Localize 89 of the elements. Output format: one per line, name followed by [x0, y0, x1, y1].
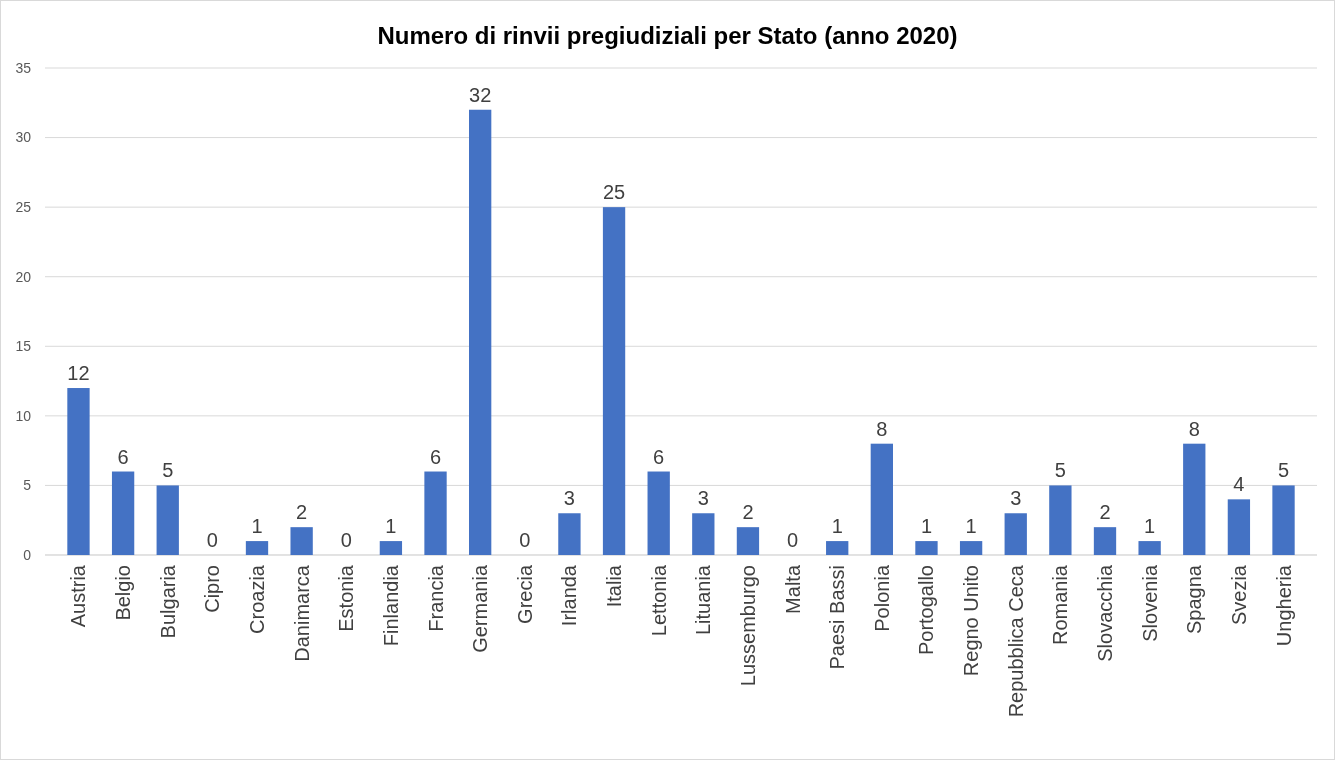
data-label: 2: [1099, 501, 1111, 524]
x-tick-label: Spagna: [1183, 564, 1206, 634]
x-tick-label: Estonia: [335, 564, 358, 632]
data-label: 3: [563, 487, 575, 510]
bar: [915, 541, 938, 555]
data-label: 0: [206, 529, 218, 551]
x-tick-label: Cipro: [201, 565, 224, 613]
y-tick-label: 30: [15, 129, 32, 146]
bar: [1138, 541, 1161, 555]
x-tick-label: Repubblica Ceca: [1004, 564, 1027, 718]
y-tick-label: 5: [23, 477, 32, 494]
bar: [379, 541, 403, 555]
data-label: 1: [251, 515, 263, 538]
x-tick-label: Regno Unito: [960, 565, 983, 677]
data-label: 5: [162, 459, 174, 482]
data-label: 8: [1188, 417, 1200, 440]
data-label: 6: [117, 445, 129, 468]
data-label: 25: [602, 181, 626, 204]
data-label: 32: [469, 83, 492, 106]
data-label: 3: [1010, 487, 1022, 510]
data-label: 1: [385, 515, 397, 538]
x-tick-label: Italia: [603, 564, 626, 608]
data-label: 5: [1054, 459, 1066, 482]
bar: [736, 527, 760, 555]
y-tick-label: 10: [15, 407, 32, 424]
y-tick-label: 20: [15, 268, 32, 285]
y-tick-label: 0: [23, 546, 32, 563]
x-tick-label: Svezia: [1227, 564, 1250, 626]
bar: [67, 388, 90, 555]
bar: [647, 471, 670, 555]
bar: [424, 471, 447, 555]
data-label: 1: [965, 515, 977, 538]
data-label: 1: [920, 515, 933, 538]
x-tick-label: Grecia: [513, 564, 536, 624]
x-tick-label: Polonia: [870, 564, 893, 632]
bar: [469, 109, 492, 555]
bar: [111, 471, 135, 555]
x-tick-label: Irlanda: [558, 564, 581, 627]
x-tick-label: Germania: [469, 564, 492, 653]
x-tick-label: Belgio: [112, 565, 135, 621]
bar: [245, 541, 269, 555]
bar: [959, 541, 983, 555]
chart-title: Numero di rinvii pregiudiziali per Stato (anno 2020): [377, 22, 958, 49]
x-tick-label: Lussemburgo: [736, 565, 759, 687]
x-tick-label: Austria: [67, 564, 90, 628]
data-label: 2: [742, 501, 754, 524]
bar: [1093, 527, 1117, 555]
bar: [558, 513, 581, 555]
x-tick-label: Slovenia: [1138, 564, 1161, 642]
bar: [602, 207, 626, 555]
x-tick-label: Paesi Bassi: [826, 565, 849, 670]
data-label: 2: [296, 501, 308, 524]
y-tick-label: 15: [15, 338, 32, 355]
bar: [1183, 443, 1206, 555]
bar: [1049, 485, 1072, 555]
x-tick-label: Slovacchia: [1094, 564, 1116, 662]
x-tick-label: Portogallo: [915, 565, 938, 656]
bar: [1272, 485, 1295, 555]
bar: [156, 485, 179, 555]
data-label: 0: [340, 529, 352, 551]
data-label: 1: [831, 515, 843, 538]
x-tick-label: Malta: [781, 564, 804, 614]
data-label: 12: [67, 362, 90, 385]
data-label: 3: [697, 487, 709, 510]
x-tick-label: Finlandia: [379, 564, 402, 647]
x-tick-label: Lituania: [692, 564, 715, 636]
x-tick-label: Bulgaria: [156, 564, 179, 639]
x-tick-label: Danimarca: [290, 564, 313, 662]
data-label: 6: [653, 445, 665, 468]
bar: [826, 541, 849, 555]
x-tick-label: Ungheria: [1272, 564, 1295, 647]
bar: [1227, 499, 1251, 555]
y-tick-label: 35: [15, 59, 32, 76]
bar: [290, 527, 313, 555]
x-tick-label: Francia: [424, 564, 447, 632]
data-label: 8: [876, 417, 888, 440]
bar: [870, 443, 893, 555]
data-label: 1: [1144, 515, 1156, 538]
x-tick-label: Croazia: [246, 564, 268, 634]
data-label: 0: [519, 529, 531, 551]
x-tick-label: Lettonia: [647, 564, 670, 637]
data-label: 5: [1277, 459, 1290, 482]
data-label: 4: [1233, 473, 1245, 496]
y-tick-label: 25: [15, 199, 32, 216]
data-label: 6: [429, 445, 442, 468]
bar: [692, 513, 715, 555]
bar: [1004, 513, 1027, 555]
x-tick-label: Romania: [1049, 564, 1072, 646]
data-label: 0: [787, 529, 799, 551]
